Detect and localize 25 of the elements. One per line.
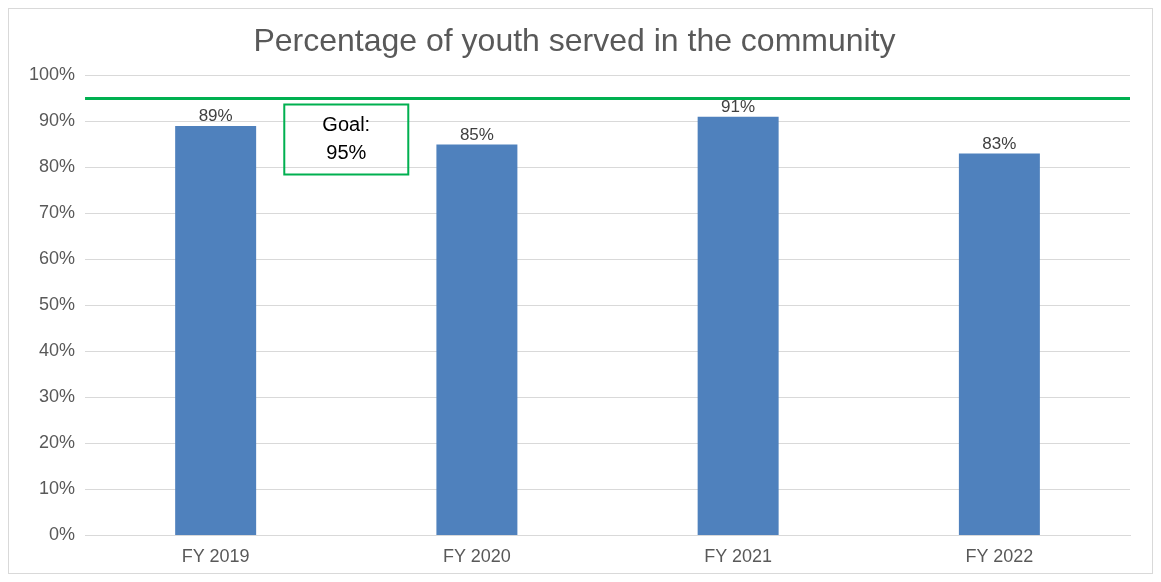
data-label: 89% xyxy=(198,106,233,126)
y-tick-label: 0% xyxy=(49,524,76,545)
data-label: 83% xyxy=(982,133,1017,153)
y-tick-label: 70% xyxy=(39,202,76,223)
ref-line-label: Goal: 95% xyxy=(322,112,371,163)
y-tick-label: 60% xyxy=(39,248,76,269)
x-tick-label: FY 2020 xyxy=(443,546,511,567)
chart-title: Percentage of youth served in the community xyxy=(253,22,896,59)
y-tick-label: 30% xyxy=(39,386,76,407)
bar xyxy=(958,153,1040,535)
bar xyxy=(436,144,518,535)
data-label: 91% xyxy=(721,96,756,116)
y-tick-label: 40% xyxy=(39,340,76,361)
y-tick-label: 100% xyxy=(28,64,76,85)
data-label: 85% xyxy=(459,124,494,144)
y-tick-label: 20% xyxy=(39,432,76,453)
x-tick-label: FY 2022 xyxy=(965,546,1034,567)
x-tick-label: FY 2021 xyxy=(704,546,773,567)
y-tick-label: 80% xyxy=(39,156,76,177)
y-tick-label: 10% xyxy=(39,478,76,499)
y-tick-label: 90% xyxy=(39,110,76,131)
bar xyxy=(697,116,779,535)
x-tick-label: FY 2019 xyxy=(181,546,250,567)
bar xyxy=(175,126,257,535)
y-tick-label: 50% xyxy=(39,294,76,315)
